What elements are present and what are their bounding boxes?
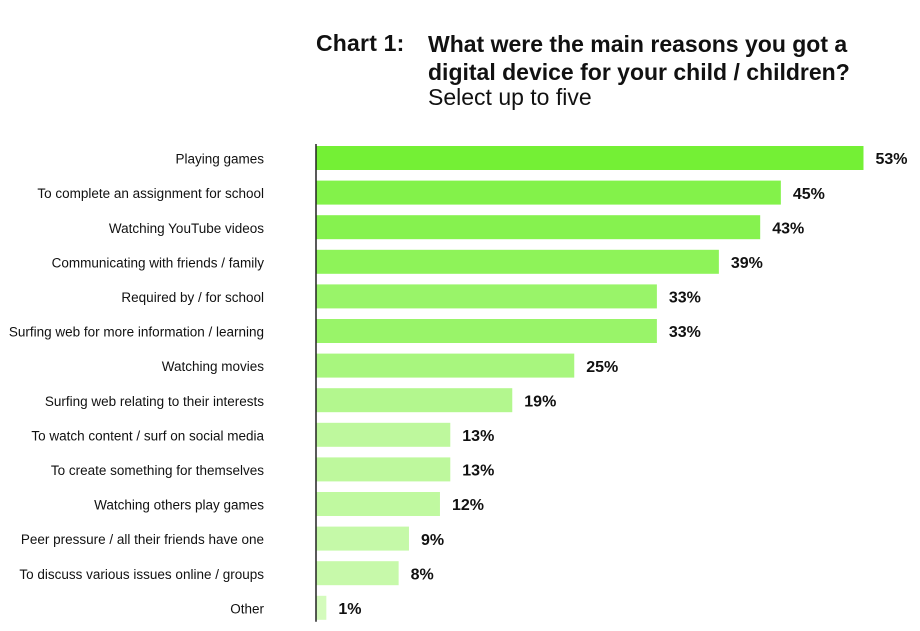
value-label: 53% xyxy=(875,151,907,168)
chart-number-label: Chart 1: xyxy=(316,30,405,56)
value-label: 43% xyxy=(772,220,804,237)
bar xyxy=(316,146,864,170)
bar xyxy=(316,249,719,274)
category-label: Other xyxy=(230,601,264,616)
value-label: 39% xyxy=(731,255,763,272)
value-label: 25% xyxy=(586,359,618,376)
category-label: Playing games xyxy=(175,152,264,167)
category-label: Watching others play games xyxy=(94,498,264,513)
bar xyxy=(316,353,575,378)
bar xyxy=(316,180,781,205)
value-label: 45% xyxy=(793,186,825,203)
bar xyxy=(316,526,409,551)
value-label: 19% xyxy=(524,393,556,410)
bar xyxy=(316,561,399,586)
bar xyxy=(316,388,513,413)
bar xyxy=(316,422,451,447)
category-label: Surfing web relating to their interests xyxy=(45,394,264,409)
value-label: 13% xyxy=(462,428,494,445)
bar xyxy=(316,319,657,343)
category-label: To watch content / surf on social media xyxy=(31,428,264,443)
category-label: Watching movies xyxy=(162,359,265,374)
value-label: 12% xyxy=(452,497,484,514)
value-label: 33% xyxy=(669,290,701,307)
category-label: To create something for themselves xyxy=(51,463,264,478)
value-label: 8% xyxy=(411,566,434,583)
chart-title: What were the main reasons you got a dig… xyxy=(428,31,850,85)
value-label: 1% xyxy=(338,601,361,618)
category-label: To discuss various issues online / group… xyxy=(19,567,264,582)
value-label: 9% xyxy=(421,532,444,549)
category-label: Surfing web for more information / learn… xyxy=(9,325,264,340)
bar xyxy=(316,215,761,240)
bar xyxy=(316,492,440,516)
value-label: 13% xyxy=(462,463,494,480)
category-label: Watching YouTube videos xyxy=(109,221,264,236)
value-label: 33% xyxy=(669,324,701,341)
bar xyxy=(316,284,657,309)
bar xyxy=(316,595,327,620)
bar xyxy=(316,457,451,482)
category-label: Peer pressure / all their friends have o… xyxy=(21,532,264,547)
chart-subtitle: Select up to five xyxy=(428,84,592,110)
category-label: Communicating with friends / family xyxy=(52,255,265,270)
category-label: To complete an assignment for school xyxy=(37,186,264,201)
category-label: Required by / for school xyxy=(121,290,264,305)
